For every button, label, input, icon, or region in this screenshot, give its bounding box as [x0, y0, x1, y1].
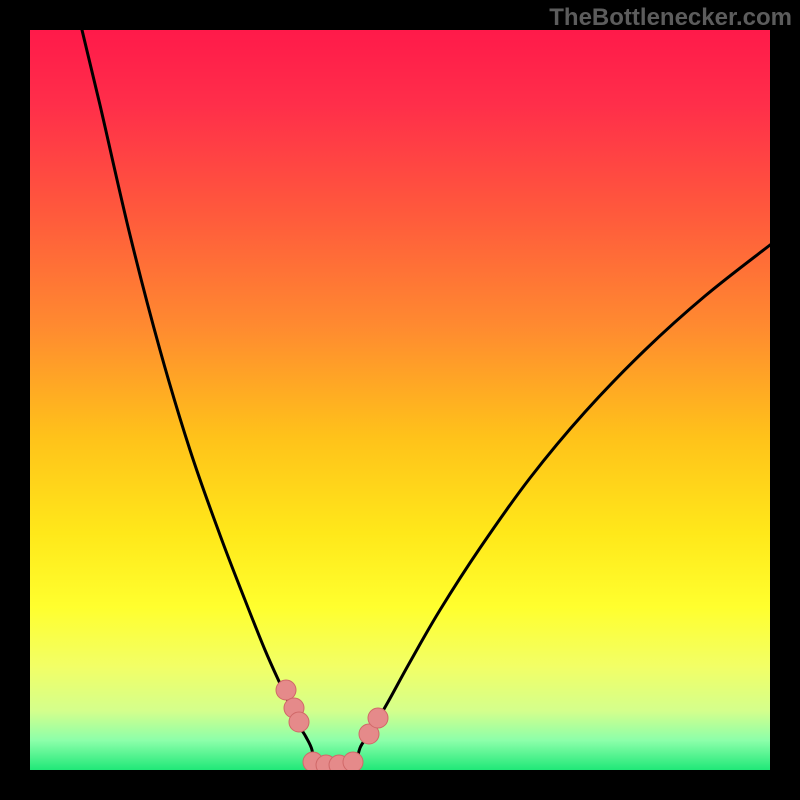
data-marker — [289, 712, 309, 732]
bottleneck-curve — [356, 245, 770, 765]
data-marker — [276, 680, 296, 700]
plot-area — [30, 30, 770, 770]
data-marker — [368, 708, 388, 728]
watermark-text: TheBottlenecker.com — [549, 4, 792, 32]
bottleneck-curve — [82, 30, 313, 765]
chart-container: TheBottlenecker.com — [0, 0, 800, 800]
data-marker — [343, 752, 363, 770]
curve-overlay — [30, 30, 770, 770]
